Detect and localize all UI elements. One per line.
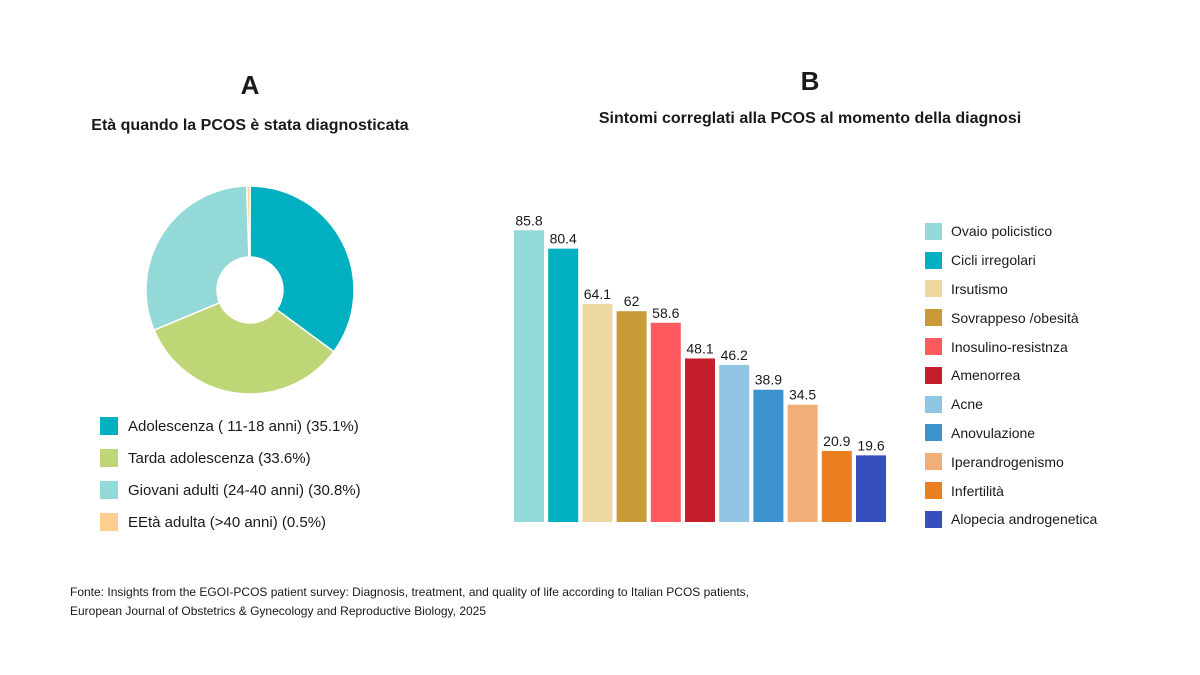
pie-chart-title: Età quando la PCOS è stata diagnosticata [91, 117, 409, 134]
pie-legend-label: EEtà adulta (>40 anni) (0.5%) [128, 513, 327, 531]
bar [856, 455, 886, 522]
legend-swatch [925, 482, 942, 500]
bar-chart-title: Sintomi correglati alla PCOS al momento … [598, 110, 1022, 127]
bar-legend-item: Iperandrogenismo [925, 447, 1097, 476]
donut-slice [249, 185, 355, 353]
pie-legend-item: Tarda adolescenza (33.6%) [100, 442, 361, 474]
bar [582, 304, 613, 522]
bar [719, 364, 750, 522]
bar-legend-label: Sovrappeso /obesità [951, 309, 1079, 326]
symptoms-bar-chart: 85.8 80.4 64.1 62 58.6 48.1 46.2 38.9 34.5 20.9 19… [514, 212, 886, 522]
bar-value-label: 46.2 [721, 347, 748, 363]
legend-swatch [925, 251, 942, 269]
bar-legend-item: Sovrappeso /obesità [925, 303, 1097, 332]
bar-value-label: 34.5 [789, 387, 816, 403]
bar-legend-label: Anovulazione [951, 424, 1036, 441]
legend-swatch [925, 309, 942, 327]
bar [616, 311, 647, 522]
bar-value-label: 64.1 [584, 286, 611, 302]
bar-legend: Ovaio policistico Cicli irregolari Irsut… [925, 217, 1097, 534]
bar-legend-item: Ovaio policistico [925, 217, 1097, 246]
bar-legend-item: Acne [925, 390, 1097, 419]
legend-swatch [925, 424, 942, 442]
pie-legend: Adolescenza ( 11-18 anni) (35.1%) Tarda … [100, 410, 361, 538]
age-donut-chart [145, 185, 355, 395]
bar-legend-label: Cicli irregolari [951, 252, 1036, 269]
panel-a-letter: A [240, 70, 260, 100]
bar [821, 450, 852, 522]
bar-legend-label: Alopecia androgenetica [951, 511, 1098, 528]
legend-swatch [925, 338, 942, 356]
bar-value-label: 19.6 [857, 437, 884, 453]
bar-legend-label: Amenorrea [951, 367, 1021, 384]
bar [650, 322, 681, 522]
bar-legend-label: Ovaio policistico [951, 223, 1053, 240]
legend-swatch [925, 453, 942, 471]
bar-value-label: 20.9 [823, 433, 850, 449]
bar-value-label: 80.4 [550, 231, 577, 247]
pie-legend-label: Tarda adolescenza (33.6%) [128, 449, 311, 467]
panel-b-letter: B [800, 66, 820, 96]
legend-swatch [100, 417, 118, 435]
bar-legend-item: Anovulazione [925, 419, 1097, 448]
pie-legend-item: Giovani adulti (24-40 anni) (30.8%) [100, 474, 361, 506]
legend-swatch [925, 280, 942, 298]
legend-swatch [925, 222, 942, 240]
bar [514, 230, 544, 522]
bar-value-label: 48.1 [686, 340, 713, 356]
bar-value-label: 38.9 [755, 372, 782, 388]
bar-value-label: 58.6 [652, 305, 679, 321]
pie-legend-label: Adolescenza ( 11-18 anni) (35.1%) [128, 417, 359, 435]
bar-value-label: 85.8 [515, 212, 542, 228]
pie-legend-label: Giovani adulti (24-40 anni) (30.8%) [128, 481, 361, 499]
bar [548, 248, 579, 522]
legend-swatch [100, 481, 118, 499]
legend-swatch [925, 510, 942, 528]
donut-slice [153, 301, 335, 395]
bar-legend-item: Amenorrea [925, 361, 1097, 390]
bar-legend-label: Irsutismo [951, 280, 1008, 297]
source-line: European Journal of Obstetrics & Gynecol… [70, 604, 487, 618]
bar-legend-label: Iperandrogenismo [951, 453, 1064, 470]
bar-legend-item: Infertilità [925, 476, 1097, 505]
source-note: Fonte: Insights from the EGOI-PCOS patie… [70, 583, 749, 621]
bar-legend-item: Irsutismo [925, 275, 1097, 304]
donut-slice [245, 185, 251, 258]
bar-legend-label: Inosulino-resistnza [951, 338, 1068, 355]
legend-swatch [925, 366, 942, 384]
bar [787, 404, 818, 522]
legend-swatch [100, 449, 118, 467]
bar [685, 358, 715, 522]
bar-legend-item: Cicli irregolari [925, 246, 1097, 275]
bar [753, 389, 784, 522]
source-line: Fonte: Insights from the EGOI-PCOS patie… [70, 585, 749, 599]
pie-legend-item: Adolescenza ( 11-18 anni) (35.1%) [100, 410, 361, 442]
bar-legend-item: Alopecia androgenetica [925, 505, 1097, 534]
bar-value-label: 62 [624, 293, 640, 309]
bar-legend-label: Acne [951, 396, 983, 413]
legend-swatch [925, 395, 942, 413]
pie-legend-item: EEtà adulta (>40 anni) (0.5%) [100, 506, 361, 538]
donut-slice [145, 185, 250, 332]
legend-swatch [100, 513, 118, 531]
bar-legend-label: Infertilità [951, 482, 1004, 499]
bar-legend-item: Inosulino-resistnza [925, 332, 1097, 361]
